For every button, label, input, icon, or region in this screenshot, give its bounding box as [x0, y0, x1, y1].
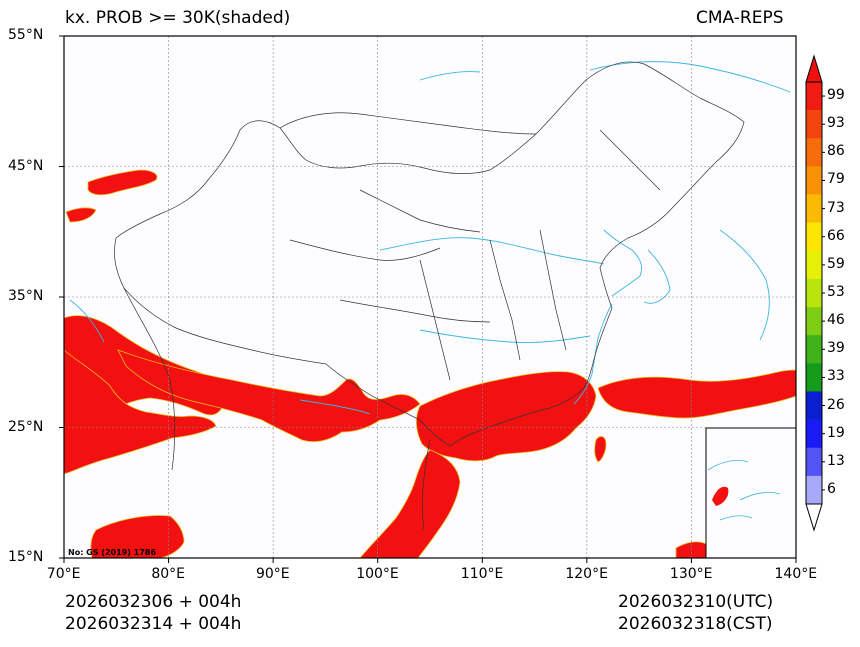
colorbar-swatch [806, 250, 822, 280]
lon-label: 130°E [669, 566, 713, 582]
model-name: CMA-REPS [696, 8, 784, 28]
province-4 [489, 239, 521, 361]
valid-time-cst: 2026032318(CST) [618, 614, 773, 634]
shade-himalaya-band [117, 349, 421, 442]
province-2 [339, 299, 491, 323]
colorbar-label: 73 [827, 199, 845, 216]
colorbar-swatch [806, 447, 822, 477]
colorbar-swatch [806, 278, 822, 308]
colorbar-label: 79 [827, 171, 845, 188]
axis-ticks [59, 35, 797, 563]
shade-taiwan [594, 436, 607, 463]
colorbar-label: 66 [827, 227, 845, 244]
lat-label: 35°N [8, 288, 44, 304]
colorbar-swatch [806, 419, 822, 449]
colorbar-label: 46 [827, 312, 845, 329]
political-borders [114, 61, 745, 531]
lat-label: 55°N [8, 27, 44, 43]
lat-label: 45°N [8, 157, 44, 174]
valid-time-utc: 2026032310(UTC) [618, 592, 774, 612]
coastline-north [419, 71, 481, 81]
colorbar-max-arrow [805, 54, 823, 83]
inset-coastline [707, 460, 781, 521]
colorbar-swatch [806, 335, 822, 364]
colorbar [805, 54, 825, 532]
colorbar-label: 19 [827, 424, 845, 441]
china-border [114, 61, 745, 447]
lat-label: 15°N [8, 549, 44, 565]
river-brahmaputra [299, 399, 371, 415]
shade-south-india [90, 515, 185, 559]
lat-label: 25°N [8, 418, 44, 435]
colorbar-swatch [806, 82, 822, 111]
shade-kazakh-2 [65, 207, 97, 223]
province-3 [419, 259, 451, 381]
province-1 [289, 239, 441, 261]
colorbar-label: 39 [827, 340, 845, 357]
colorbar-swatch [806, 307, 822, 336]
colorbar-label: 13 [827, 452, 845, 469]
init-time-utc: 2026032306 + 004h [65, 592, 242, 612]
coastline-bohai [603, 229, 643, 297]
graticule [64, 36, 796, 558]
shade-east-band [597, 369, 797, 419]
colorbar-label: 6 [827, 480, 836, 497]
shade-kazakh-1 [87, 169, 158, 196]
shaded-probability-areas [63, 169, 797, 559]
river-amur [589, 61, 791, 93]
colorbar-label: 33 [827, 368, 845, 385]
shade-south-asia-west [63, 349, 217, 475]
lon-label: 80°E [151, 566, 186, 582]
coastline-japan [719, 229, 770, 341]
province-7 [599, 129, 661, 191]
map-approval-note: No: GS (2019) 1786 [68, 548, 156, 557]
lon-label: 90°E [255, 566, 290, 582]
colorbar-min-arrow [805, 503, 823, 532]
colorbar-swatch [806, 166, 822, 195]
colorbar-label: 86 [827, 143, 845, 160]
lon-label: 70°E [46, 566, 81, 582]
colorbar-label: 59 [827, 255, 845, 272]
colorbar-swatch [806, 363, 822, 392]
coastline-korea [643, 249, 671, 304]
lon-label: 120°E [565, 566, 608, 582]
colorbar-swatch [806, 475, 822, 505]
colorbar-label: 53 [827, 284, 845, 300]
river-yangtze [419, 329, 591, 343]
province-6 [359, 189, 481, 233]
river-yellow [379, 237, 605, 265]
colorbar-label: 99 [827, 87, 845, 104]
lon-label: 140°E [774, 566, 818, 582]
india-border [123, 287, 176, 471]
colorbar-label: 26 [827, 396, 845, 413]
colorbar-swatch [806, 110, 822, 139]
map-title: kx. PROB >= 30K(shaded) [65, 8, 291, 28]
lon-label: 110°E [460, 566, 504, 582]
colorbar-swatch [806, 391, 822, 420]
indochina-border [422, 439, 431, 531]
colorbar-swatch [806, 138, 822, 167]
colorbar-swatch [806, 194, 822, 223]
lon-label: 100°E [356, 566, 399, 582]
inset-shade [712, 486, 729, 506]
river-indus [69, 299, 105, 343]
colorbar-label: 93 [827, 115, 845, 132]
rivers-coastlines [69, 61, 791, 415]
province-5 [539, 229, 567, 351]
mongolia-border [279, 112, 537, 135]
colorbar-swatch [806, 222, 822, 252]
init-time-cst: 2026032314 + 004h [65, 614, 242, 634]
